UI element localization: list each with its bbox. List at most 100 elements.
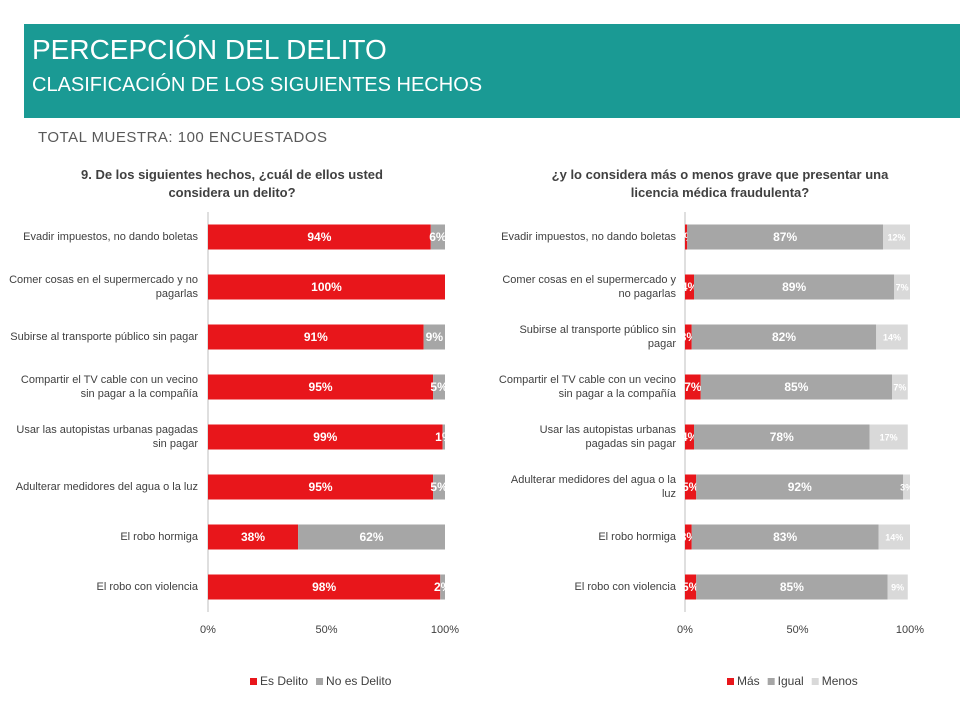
data-label: 2% bbox=[434, 580, 452, 594]
legend-swatch bbox=[316, 678, 324, 685]
data-label: 62% bbox=[360, 530, 384, 544]
sample-note: TOTAL MUESTRA: 100 ENCUESTADOS bbox=[38, 129, 328, 146]
data-label: 78% bbox=[770, 430, 794, 444]
category-label: Usar las autopistas urbanas pagadas sin … bbox=[539, 424, 676, 450]
data-label: 91% bbox=[304, 330, 328, 344]
bar-segment bbox=[433, 474, 445, 500]
data-label: 85% bbox=[784, 380, 808, 394]
category-label: Compartir el TV cable con un vecino sin … bbox=[20, 374, 198, 400]
bar-segment bbox=[869, 424, 908, 450]
bar-segment bbox=[685, 374, 701, 400]
category-label: Evadir impuestos, no dando boletas bbox=[23, 231, 198, 243]
data-label: 6% bbox=[429, 230, 447, 244]
legend-swatch bbox=[767, 678, 775, 685]
bar-segment bbox=[878, 524, 910, 550]
legend-label: Es Delito bbox=[260, 674, 308, 688]
data-label: 5% bbox=[430, 480, 448, 494]
bar-segment bbox=[423, 324, 445, 350]
data-label: 100% bbox=[311, 280, 342, 294]
category-label: Comer cosas en el supermercado y no paga… bbox=[502, 274, 676, 300]
data-label: 7% bbox=[684, 380, 702, 394]
data-label: 14% bbox=[883, 332, 901, 342]
legend-label: Igual bbox=[778, 674, 804, 688]
legend-swatch bbox=[727, 678, 734, 685]
bar-segment bbox=[208, 574, 441, 600]
bar-segment bbox=[694, 424, 870, 450]
bar-segment bbox=[430, 224, 445, 250]
bar-segment bbox=[433, 374, 445, 400]
bar-segment bbox=[298, 524, 445, 550]
data-label: 94% bbox=[307, 230, 331, 244]
bar-segment bbox=[685, 474, 697, 500]
category-label: Evadir impuestos, no dando boletas bbox=[501, 231, 676, 243]
category-label: El robo con violencia bbox=[574, 581, 676, 593]
legend-swatch bbox=[250, 678, 257, 685]
data-label: 38% bbox=[241, 530, 265, 544]
bar-segment bbox=[208, 374, 434, 400]
chart-title: ¿y lo considera más o menos grave que pr… bbox=[551, 167, 889, 200]
category-label: El robo con violencia bbox=[96, 581, 198, 593]
category-label: Subirse al transporte público sin pagar bbox=[519, 324, 676, 350]
x-tick-label: 50% bbox=[786, 624, 808, 636]
data-label: 9% bbox=[891, 582, 904, 592]
data-label: 87% bbox=[773, 230, 797, 244]
category-label: El robo hormiga bbox=[120, 531, 198, 543]
data-label: 98% bbox=[312, 580, 336, 594]
bar-segment bbox=[691, 524, 879, 550]
data-label: 9% bbox=[426, 330, 444, 344]
data-label: 14% bbox=[885, 532, 903, 542]
x-tick-label: 0% bbox=[200, 624, 216, 636]
bar-segment bbox=[208, 524, 299, 550]
bar-segment bbox=[685, 224, 688, 250]
bar-segment bbox=[208, 274, 445, 300]
legend-label: No es Delito bbox=[326, 674, 392, 688]
bar-segment bbox=[694, 274, 895, 300]
bar-segment bbox=[685, 574, 697, 600]
data-label: 5% bbox=[682, 580, 700, 594]
bar-segment bbox=[208, 324, 424, 350]
data-label: 7% bbox=[893, 382, 906, 392]
bar-segment bbox=[687, 224, 883, 250]
data-label: 89% bbox=[782, 280, 806, 294]
bar-segment bbox=[208, 224, 431, 250]
header-band bbox=[24, 24, 960, 118]
data-label: 99% bbox=[313, 430, 337, 444]
bar-segment bbox=[685, 424, 694, 450]
data-label: 7% bbox=[896, 282, 909, 292]
data-label: 3% bbox=[900, 482, 913, 492]
bar-segment bbox=[894, 274, 910, 300]
category-label: El robo hormiga bbox=[598, 531, 676, 543]
data-label: 5% bbox=[682, 480, 700, 494]
legend-label: Menos bbox=[822, 674, 858, 688]
category-label: Comer cosas en el supermercado y no paga… bbox=[9, 274, 198, 300]
bar-segment bbox=[696, 574, 888, 600]
slide-subtitle: CLASIFICACIÓN DE LOS SIGUIENTES HECHOS bbox=[32, 74, 483, 96]
category-label: Subirse al transporte público sin pagar bbox=[10, 331, 198, 343]
bar-segment bbox=[700, 374, 892, 400]
category-label: Compartir el TV cable con un vecino sin … bbox=[498, 374, 676, 400]
data-label: 1% bbox=[435, 430, 453, 444]
data-label: 12% bbox=[887, 232, 905, 242]
bar-segment bbox=[440, 574, 445, 600]
bar-segment bbox=[442, 424, 445, 450]
legend-swatch bbox=[811, 678, 819, 685]
data-label: 17% bbox=[880, 432, 898, 442]
bar-segment bbox=[883, 224, 910, 250]
bar-segment bbox=[903, 474, 910, 500]
x-tick-label: 100% bbox=[896, 624, 924, 636]
data-label: 92% bbox=[788, 480, 812, 494]
x-tick-label: 0% bbox=[677, 624, 693, 636]
bar-segment bbox=[691, 324, 877, 350]
data-label: 5% bbox=[430, 380, 448, 394]
bar-segment bbox=[696, 474, 904, 500]
category-label: Adulterar medidores del agua o la luz bbox=[15, 481, 198, 493]
data-label: 83% bbox=[773, 530, 797, 544]
x-tick-label: 50% bbox=[315, 624, 337, 636]
category-label: Usar las autopistas urbanas pagadas sin … bbox=[16, 424, 198, 450]
bar-segment bbox=[892, 374, 908, 400]
slide-title: PERCEPCIÓN DEL DELITO bbox=[32, 34, 387, 65]
bar-segment bbox=[685, 274, 694, 300]
bar-segment bbox=[887, 574, 908, 600]
data-label: 85% bbox=[780, 580, 804, 594]
